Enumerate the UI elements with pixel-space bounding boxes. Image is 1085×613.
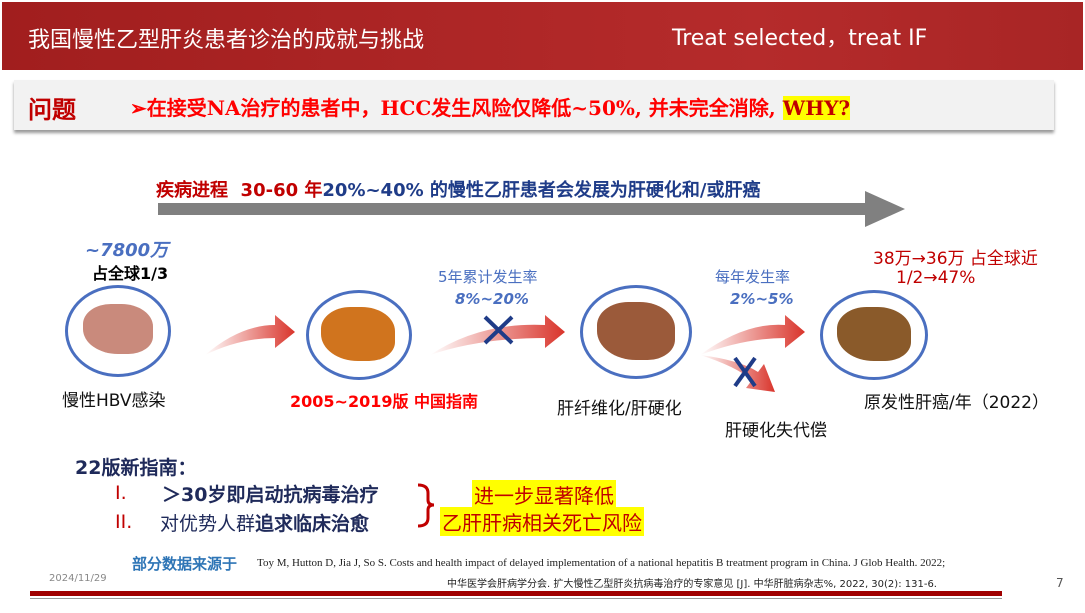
decompensation-label: 肝硬化失代偿 <box>725 421 827 441</box>
hbv-count: ~7800万 <box>85 240 169 261</box>
arrow-1 <box>205 315 295 355</box>
stage-label-hcc: 原发性肝癌/年（2022） <box>864 393 1049 413</box>
bracket-icon <box>417 483 435 528</box>
reference-2: 中华医学会肝病学分会. 扩大慢性乙型肝炎抗病毒治疗的专家意见 [J]. 中华肝脏… <box>447 579 937 590</box>
question-label: 问题 <box>28 96 76 124</box>
result-line-1: 进一步显著降低 <box>472 480 616 509</box>
guide-item-1-num: I. <box>115 482 127 504</box>
hbv-share: 占全球1/3 <box>92 264 169 283</box>
cumulative-rate: 8%~20% <box>455 290 529 308</box>
blocked-x-icon <box>733 356 757 388</box>
slide-title: 我国慢性乙型肝炎患者诊治的成就与挑战 <box>28 28 425 53</box>
page-number: 7 <box>1056 576 1064 590</box>
reference-1: Toy M, Hutton D, Jia J, So S. Costs and … <box>257 557 946 569</box>
footer-rule-thin <box>30 598 1002 599</box>
question-box <box>14 80 1054 130</box>
source-label: 部分数据来源于 <box>132 555 238 573</box>
hcc-stats-line1: 38万→36万 占全球近 <box>873 249 1038 269</box>
arrow-4 <box>700 355 775 392</box>
blocked-x-icon <box>483 315 514 345</box>
progression-arrow <box>158 191 905 227</box>
guide-item-1: ＞30岁即启动抗病毒治疗 <box>162 484 379 506</box>
hcc-stats-line2: 1/2→47% <box>896 268 976 288</box>
guide-item-2-plain: 对优势人群 <box>160 513 256 535</box>
progression-desc: 20%~40% 的慢性乙肝患者会发展为肝硬化和/或肝癌 <box>322 180 761 201</box>
stage-label-hbv: 慢性HBV感染 <box>62 391 166 411</box>
liver-cancer-image <box>820 290 928 380</box>
guide-item-2-bold: 追求临床治愈 <box>255 513 370 535</box>
question-body: ➢在接受NA治疗的患者中，HCC发生风险仅降低~50%, 并未完全消除, <box>130 96 783 120</box>
liver-fatty-image <box>306 290 412 380</box>
arrow-3 <box>700 315 805 355</box>
progression-years: 30-60 年 <box>240 180 323 201</box>
arrow-2 <box>430 315 565 355</box>
guideline-label: 2005~2019版 中国指南 <box>290 392 479 411</box>
liver-healthy-image <box>65 285 171 377</box>
slide-date: 2024/11/29 <box>49 573 107 584</box>
progression-label: 疾病进程 <box>156 180 228 201</box>
why-highlight: WHY? <box>782 96 851 120</box>
question-text: ➢在接受NA治疗的患者中，HCC发生风险仅降低~50%, 并未完全消除, WHY… <box>130 92 851 121</box>
guide-item-2-num: II. <box>115 511 133 533</box>
guide-title: 22版新指南： <box>75 457 197 479</box>
footer-rule <box>30 591 1002 596</box>
cumulative-rate-label: 5年累计发生率 <box>438 268 538 286</box>
progression-text: 疾病进程 30-60 年20%~40% 的慢性乙肝患者会发展为肝硬化和/或肝癌 <box>156 176 760 202</box>
guide-item-2: 对优势人群追求临床治愈 <box>160 509 369 536</box>
header-bar <box>2 2 1083 70</box>
slide-subtitle: Treat selected，treat IF <box>672 26 928 51</box>
liver-cirrhosis-image <box>580 285 692 379</box>
annual-rate-label: 每年发生率 <box>715 268 791 286</box>
annual-rate: 2%~5% <box>730 290 794 308</box>
result-line-2: 乙肝肝病相关死亡风险 <box>440 507 644 536</box>
stage-label-fibrosis: 肝纤维化/肝硬化 <box>557 399 682 419</box>
